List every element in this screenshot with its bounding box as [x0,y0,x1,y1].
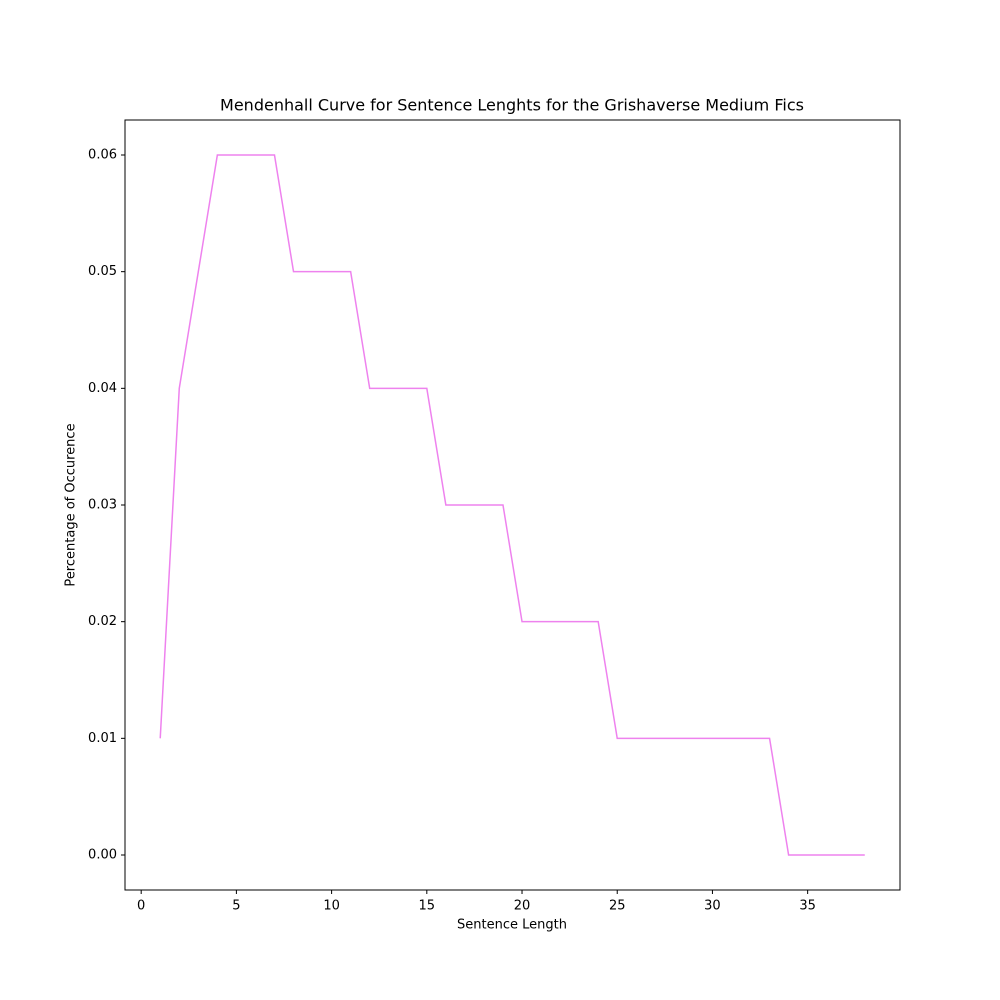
x-tick-label: 0 [137,899,145,914]
y-axis-label: Percentage of Occurence [64,423,79,586]
y-tick-label: 0.00 [88,848,117,863]
y-tick-label: 0.04 [88,381,117,396]
line [159,154,865,856]
x-tick-label: 30 [704,899,721,914]
x-tick-label: 20 [514,899,531,914]
x-tick-label: 35 [799,899,816,914]
x-axis-label: Sentence Length [457,918,567,933]
x-tick-label: 5 [232,899,240,914]
x-tick-label: 15 [419,899,436,914]
y-tick-label: 0.01 [88,731,117,746]
chart-title: Mendenhall Curve for Sentence Lenghts fo… [220,96,804,115]
x-tick-label: 25 [609,899,626,914]
y-tick-label: 0.05 [88,264,117,279]
y-tick-label: 0.03 [88,498,117,513]
plot-frame [124,119,901,891]
y-tick-label: 0.06 [88,148,117,163]
y-tick-label: 0.02 [88,614,117,629]
x-tick-label: 10 [323,899,340,914]
